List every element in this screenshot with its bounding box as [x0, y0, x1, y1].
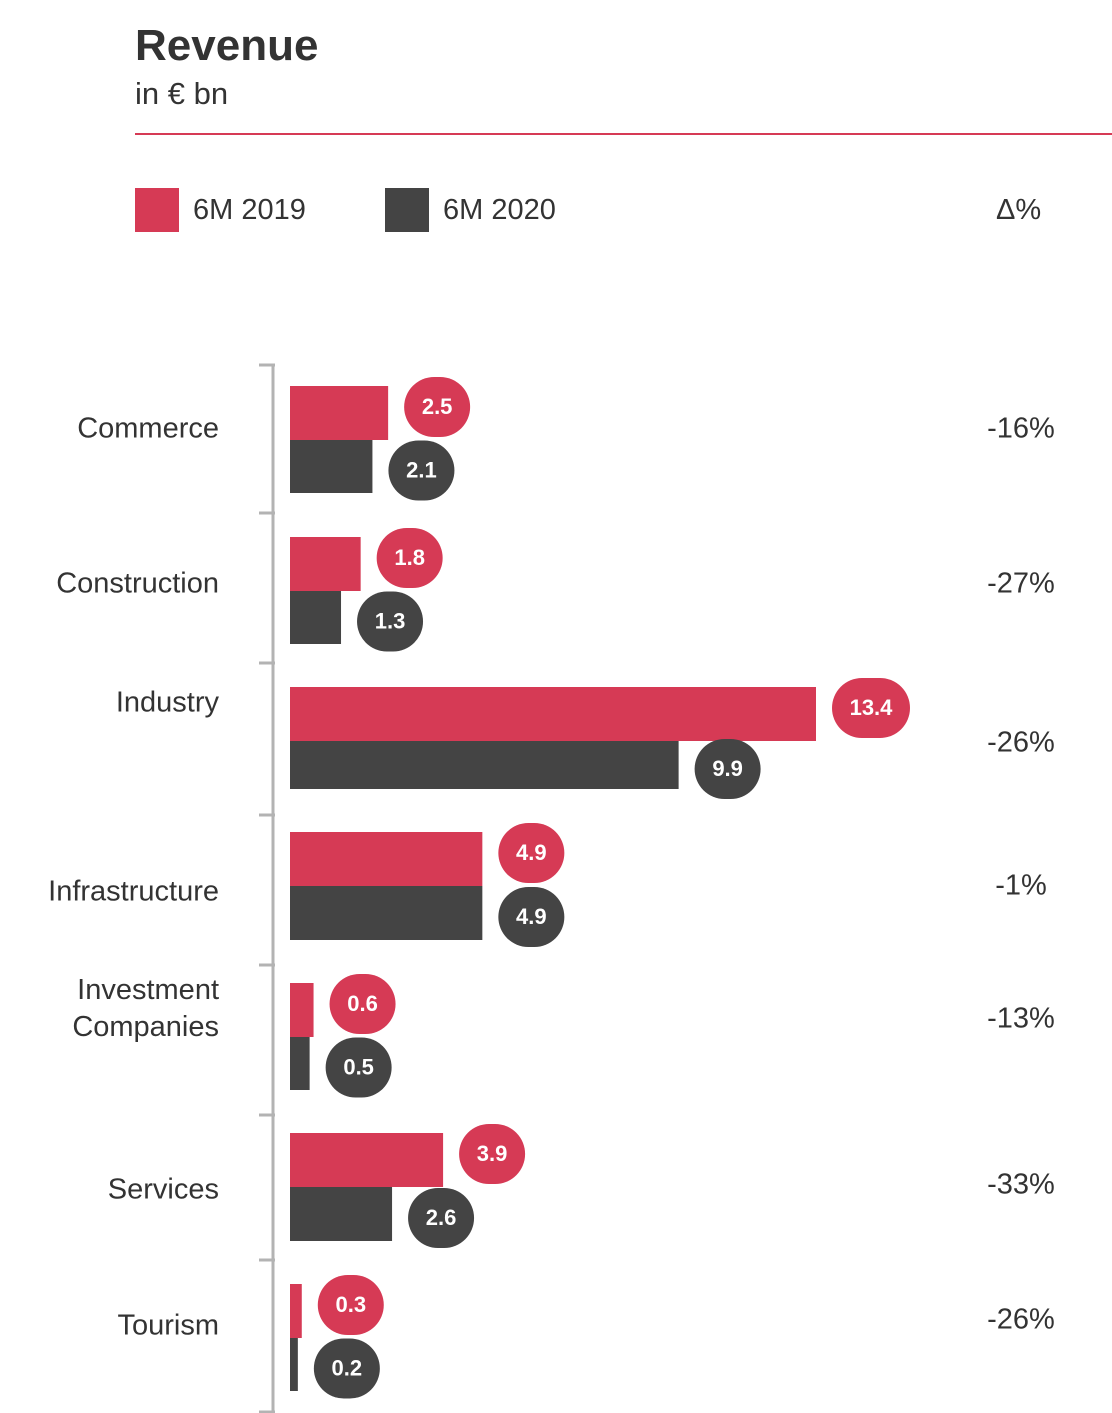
legend-swatch-2019: [135, 188, 179, 232]
bar-6m-2020: [290, 1037, 310, 1090]
bar-6m-2019-bubble: [832, 678, 910, 738]
bar-6m-2019-value-label: 2.5: [422, 394, 453, 419]
bar-6m-2020-value-label: 4.9: [516, 904, 547, 929]
bar-6m-2020-bubble: [498, 887, 565, 947]
category-label: Construction: [56, 568, 219, 600]
bar-6m-2020-bubble: [694, 739, 761, 799]
legend-label-2019: 6M 2019: [193, 194, 306, 226]
bar-6m-2020-value-label: 2.6: [426, 1205, 457, 1230]
bar-6m-2019-value-label: 3.9: [477, 1141, 508, 1166]
bar-6m-2020-bubble: [357, 591, 424, 652]
bar-6m-2019-value-label: 0.6: [347, 991, 378, 1016]
category-label: Tourism: [117, 1310, 219, 1342]
delta-value: -33%: [987, 1169, 1055, 1201]
bar-6m-2020: [290, 1187, 393, 1241]
bar-6m-2020-value-label: 2.1: [406, 457, 437, 482]
chart-title: Revenue: [135, 21, 319, 70]
bar-6m-2020: [290, 741, 679, 789]
bar-6m-2020: [290, 591, 342, 644]
bar-6m-2019-bubble: [376, 528, 443, 588]
bar-6m-2019-value-label: 0.3: [335, 1292, 366, 1317]
delta-value: -26%: [987, 727, 1055, 759]
bar-6m-2019: [290, 1133, 444, 1187]
category-label: Investment: [77, 974, 219, 1006]
bar-6m-2019-bubble: [329, 974, 396, 1034]
bar-6m-2020-bubble: [408, 1188, 475, 1248]
bar-6m-2019-bubble: [498, 823, 565, 883]
category-label: Services: [108, 1174, 219, 1206]
delta-value: -1%: [995, 870, 1047, 902]
bar-6m-2019-value-label: 13.4: [850, 695, 894, 720]
bar-6m-2019: [290, 386, 389, 440]
delta-header: Δ%: [996, 194, 1042, 226]
delta-value: -16%: [987, 413, 1055, 445]
chart-subtitle: in € bn: [135, 76, 229, 111]
delta-value: -26%: [987, 1304, 1055, 1336]
bar-6m-2019: [290, 687, 816, 741]
bar-6m-2020-value-label: 9.9: [712, 756, 743, 781]
category-label: Infrastructure: [48, 876, 219, 908]
bar-6m-2019-value-label: 4.9: [516, 840, 547, 865]
bar-6m-2019: [290, 1284, 302, 1338]
bar-6m-2020-value-label: 0.2: [332, 1355, 363, 1380]
bar-6m-2020: [290, 1338, 298, 1391]
delta-value: -27%: [987, 568, 1055, 600]
category-label: Companies: [72, 1011, 219, 1043]
bar-6m-2020-value-label: 0.5: [343, 1054, 374, 1079]
bar-6m-2020-bubble: [388, 440, 455, 501]
bar-6m-2019-bubble: [404, 377, 471, 437]
bar-6m-2020: [290, 886, 483, 940]
category-label: Commerce: [77, 413, 219, 445]
bar-6m-2019: [290, 983, 314, 1037]
bar-6m-2019-value-label: 1.8: [394, 545, 425, 570]
bar-6m-2020-bubble: [313, 1338, 380, 1399]
bar-6m-2019-bubble: [459, 1124, 526, 1184]
title-divider: [135, 133, 1112, 135]
bar-6m-2019: [290, 832, 483, 886]
category-label: Industry: [116, 687, 220, 719]
legend-label-2020: 6M 2020: [443, 194, 556, 226]
bar-6m-2020: [290, 440, 373, 493]
bar-6m-2019-bubble: [317, 1275, 384, 1335]
legend-swatch-2020: [385, 188, 429, 232]
bar-6m-2019: [290, 537, 361, 591]
bar-6m-2020-value-label: 1.3: [375, 608, 406, 633]
delta-value: -13%: [987, 1003, 1055, 1035]
bar-6m-2020-bubble: [325, 1037, 392, 1098]
